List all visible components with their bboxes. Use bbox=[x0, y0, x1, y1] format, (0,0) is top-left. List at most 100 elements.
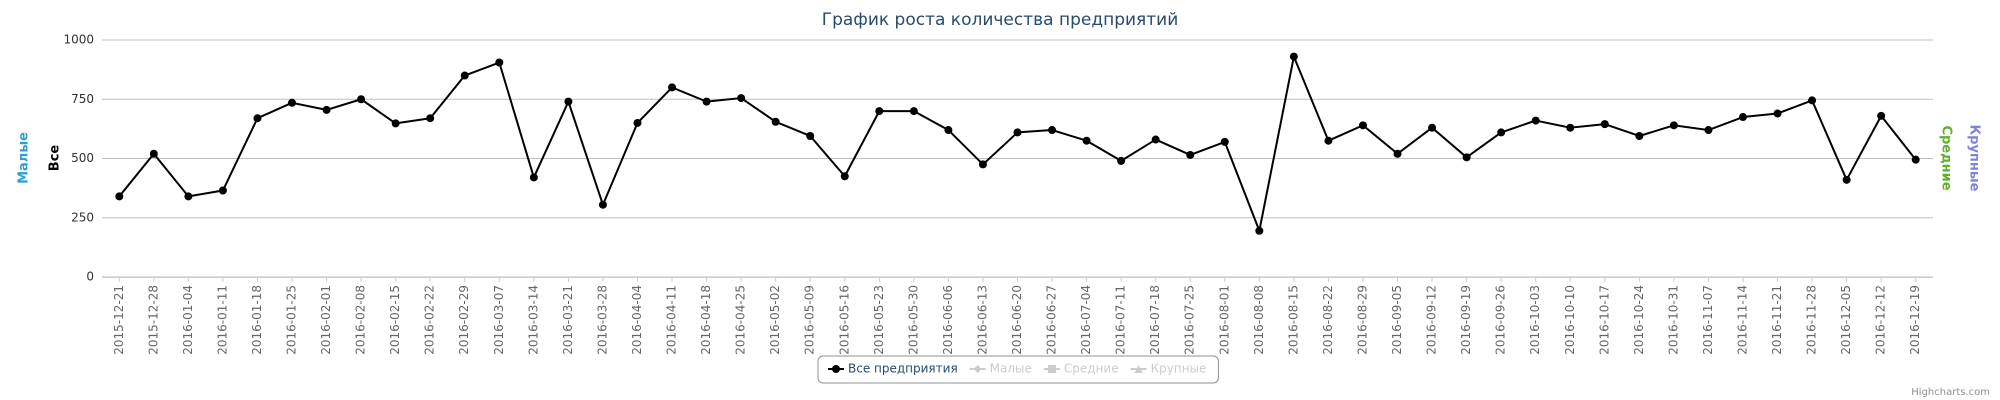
data-point bbox=[1117, 156, 1126, 165]
data-point bbox=[1082, 136, 1091, 145]
data-point bbox=[737, 94, 746, 103]
chart-title: График роста количества предприятий bbox=[822, 10, 1179, 30]
x-tick-label: 2016-08-15 bbox=[1286, 285, 1300, 355]
x-tick-label: 2016-05-09 bbox=[803, 285, 817, 355]
x-tick-label: 2015-12-28 bbox=[146, 285, 160, 355]
y-tick-label: 250 bbox=[71, 210, 94, 224]
y-axis-title: Средние bbox=[1939, 125, 1954, 190]
legend-marker bbox=[832, 365, 840, 373]
x-tick-label: 2016-10-17 bbox=[1597, 285, 1611, 355]
data-point bbox=[1704, 126, 1713, 135]
legend-item[interactable]: Малые bbox=[969, 362, 1032, 376]
x-tick-label: 2016-04-18 bbox=[699, 285, 713, 355]
x-tick-label: 2016-06-20 bbox=[1010, 285, 1024, 355]
x-tick-label: 2016-10-24 bbox=[1632, 285, 1646, 355]
x-tick-label: 2016-11-28 bbox=[1805, 285, 1819, 355]
x-tick-label: 2016-12-05 bbox=[1839, 285, 1853, 355]
x-tick-label: 2016-04-11 bbox=[665, 285, 679, 355]
legend-item[interactable]: Средние bbox=[1043, 362, 1119, 376]
x-tick-label: 2016-05-02 bbox=[768, 285, 782, 355]
data-point bbox=[115, 192, 124, 201]
x-tick-label: 2016-03-14 bbox=[526, 285, 540, 355]
x-tick-label: 2016-07-04 bbox=[1079, 285, 1093, 355]
data-point bbox=[1877, 111, 1886, 120]
data-point bbox=[460, 71, 469, 80]
data-point bbox=[978, 160, 987, 169]
data-point bbox=[1462, 153, 1471, 162]
data-point bbox=[1428, 123, 1437, 132]
legend-label: Малые bbox=[990, 362, 1032, 376]
legend-box bbox=[817, 355, 1219, 384]
x-tick-label: 2016-02-22 bbox=[423, 285, 437, 355]
data-point bbox=[633, 118, 642, 127]
x-tick-label: 2016-09-26 bbox=[1494, 285, 1508, 355]
x-tick-label: 2016-04-04 bbox=[630, 285, 644, 355]
data-point bbox=[357, 95, 366, 104]
data-point bbox=[495, 58, 504, 67]
x-tick-label: 2016-01-18 bbox=[250, 285, 264, 355]
data-point bbox=[564, 97, 573, 106]
data-point bbox=[1531, 116, 1540, 125]
data-point bbox=[529, 173, 538, 182]
data-point bbox=[1911, 155, 1920, 164]
x-tick-label: 2016-07-11 bbox=[1114, 285, 1128, 355]
data-point bbox=[1013, 128, 1022, 137]
legend-label: Крупные bbox=[1151, 362, 1207, 376]
x-tick-label: 2016-05-23 bbox=[872, 285, 886, 355]
legend-marker bbox=[1047, 365, 1056, 373]
legend-label: Средние bbox=[1064, 362, 1119, 376]
x-tick-label: 2015-12-21 bbox=[112, 285, 126, 355]
x-tick-label: 2016-01-04 bbox=[181, 285, 195, 355]
data-point bbox=[1566, 123, 1575, 132]
legend-item[interactable]: Крупные bbox=[1130, 362, 1207, 376]
data-point bbox=[1497, 128, 1506, 137]
data-point bbox=[1151, 135, 1160, 144]
x-tick-label: 2016-12-19 bbox=[1908, 285, 1922, 355]
x-tick-label: 2016-06-27 bbox=[1045, 285, 1059, 355]
y-tick-label: 1000 bbox=[63, 33, 94, 47]
x-tick-label: 2016-05-16 bbox=[837, 285, 851, 355]
x-tick-label: 2016-06-13 bbox=[975, 285, 989, 355]
data-point bbox=[944, 126, 953, 135]
y-tick-label: 750 bbox=[71, 92, 94, 106]
data-point bbox=[184, 192, 193, 201]
x-tick-label: 2016-07-25 bbox=[1183, 285, 1197, 355]
x-tick-label: 2016-04-25 bbox=[734, 285, 748, 355]
y-axis-title: Все bbox=[48, 145, 63, 172]
x-tick-label: 2016-11-07 bbox=[1701, 285, 1715, 355]
x-tick-label: 2016-01-11 bbox=[215, 285, 229, 355]
data-point bbox=[598, 200, 607, 209]
y-tick-label: 0 bbox=[86, 270, 94, 284]
x-tick-label: 2016-09-05 bbox=[1390, 285, 1404, 355]
x-tick-label: 2016-11-21 bbox=[1770, 285, 1784, 355]
x-tick-label: 2016-02-08 bbox=[354, 285, 368, 355]
legend-item[interactable]: Все предприятия bbox=[828, 362, 958, 376]
data-point bbox=[1048, 126, 1057, 135]
x-tick-label: 2016-10-03 bbox=[1528, 285, 1542, 355]
x-tick-label: 2016-02-01 bbox=[319, 285, 333, 355]
x-tick-label: 2016-03-07 bbox=[492, 285, 506, 355]
x-tick-label: 2016-12-12 bbox=[1874, 285, 1888, 355]
data-point bbox=[1808, 96, 1817, 105]
data-point bbox=[668, 83, 677, 92]
x-tick-label: 2016-09-12 bbox=[1425, 285, 1439, 355]
data-point bbox=[218, 186, 227, 195]
x-tick-label: 2016-01-25 bbox=[285, 285, 299, 355]
credits[interactable]: Highcharts.com bbox=[1911, 387, 1990, 398]
data-point bbox=[875, 107, 884, 116]
x-tick-label: 2016-09-19 bbox=[1459, 285, 1473, 355]
data-point bbox=[1635, 131, 1644, 140]
x-tick-label: 2016-10-10 bbox=[1563, 285, 1577, 355]
data-point bbox=[322, 105, 331, 114]
legend-marker bbox=[1134, 365, 1143, 373]
legend: Все предприятия Малые Средние Крупные bbox=[817, 355, 1219, 384]
x-tick-label: 2016-06-06 bbox=[941, 285, 955, 355]
data-point bbox=[1289, 52, 1298, 61]
x-tick-label: 2016-10-31 bbox=[1666, 285, 1680, 355]
y-axis-title: Малые bbox=[17, 132, 32, 184]
x-tick-label: 2016-08-01 bbox=[1217, 285, 1231, 355]
data-point bbox=[1600, 120, 1609, 129]
x-tick-label: 2016-03-21 bbox=[561, 285, 575, 355]
data-point bbox=[806, 131, 815, 140]
data-point bbox=[1358, 121, 1367, 130]
